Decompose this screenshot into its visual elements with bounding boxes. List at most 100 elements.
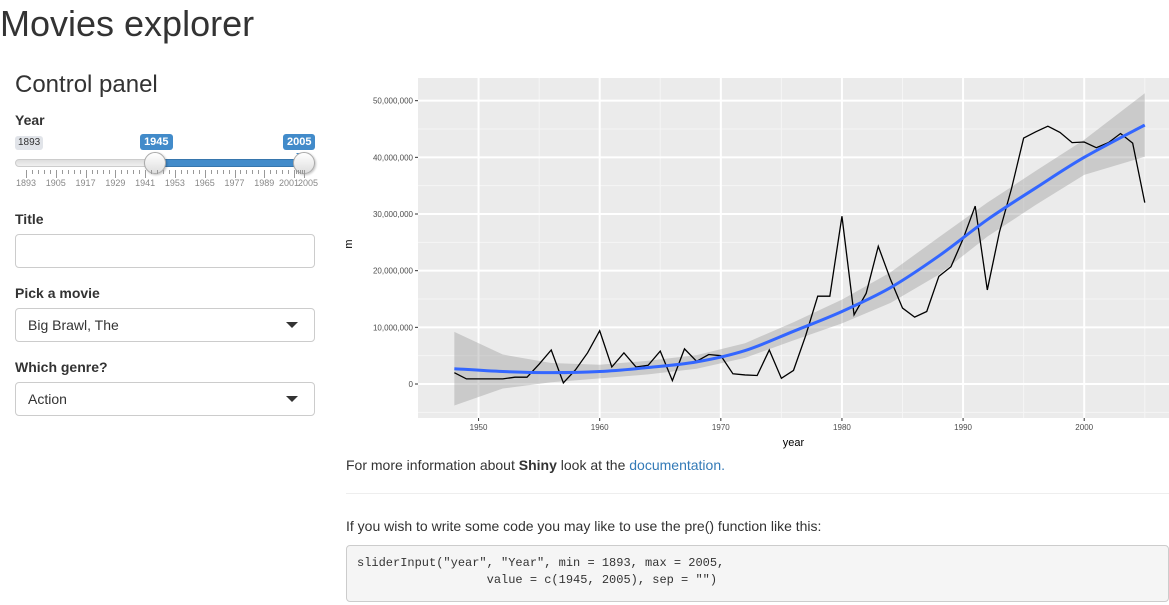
- y-tick-label: 40,000,000: [373, 153, 414, 162]
- slider-tick-label: 1893: [15, 178, 37, 188]
- slider-minor-tick: [252, 170, 254, 174]
- confidence-band: [454, 93, 1145, 406]
- code-intro: If you wish to write some code you may l…: [346, 518, 822, 534]
- slider-major-tick: [294, 170, 296, 178]
- x-axis-title: year: [783, 437, 805, 449]
- year-range-slider[interactable]: 1893 1945 2005 1893 1905 1917 1929 1941 1953 1…: [15, 132, 319, 192]
- slider-major-tick: [26, 170, 27, 178]
- slider-minor-tick: [103, 170, 105, 174]
- slider-minor-tick: [228, 170, 230, 174]
- info-middle: look at the: [556, 457, 630, 473]
- slider-tick-label: 1989: [254, 178, 275, 188]
- page-title: Movies explorer: [0, 3, 255, 44]
- slider-minor-tick: [246, 170, 248, 174]
- slider-minor-tick: [151, 170, 153, 174]
- y-tick-label: 0: [409, 380, 414, 389]
- slider-minor-tick: [97, 170, 99, 174]
- slider-minor-tick: [121, 170, 123, 174]
- slider-minor-tick: [298, 170, 300, 174]
- slider-tick-label: 1905: [45, 178, 66, 188]
- slider-major-tick: [145, 170, 147, 178]
- movies-plot: 1950 1960 1970 1980 1990 2000 0 10,000,000 20,00…: [346, 78, 1169, 449]
- y-tick-label: 30,000,000: [373, 210, 414, 219]
- slider-to-label: 2005: [283, 134, 316, 156]
- slider-grid: [15, 170, 315, 178]
- y-tick-label: 10,000,000: [373, 323, 414, 332]
- slider-major-tick: [204, 170, 206, 178]
- slider-minor-tick: [302, 170, 303, 174]
- x-tick-label: 2000: [1075, 423, 1093, 432]
- genre-label: Which genre?: [15, 359, 108, 375]
- slider-tick-label: 1929: [105, 178, 126, 188]
- slider-minor-tick: [168, 170, 170, 174]
- documentation-link[interactable]: documentation.: [629, 457, 725, 473]
- info-text: For more information about Shiny look at…: [346, 456, 725, 474]
- y-tick-label: 50,000,000: [373, 97, 414, 106]
- slider-minor-tick: [216, 170, 218, 174]
- slider-major-tick: [115, 170, 117, 178]
- slider-min-label: 1893: [15, 136, 44, 150]
- slider-minor-tick: [276, 170, 278, 174]
- movie-selected-value: Big Brawl, The: [28, 317, 119, 333]
- control-panel: Control panel Year 1893 1945 2005 1893 19…: [15, 70, 318, 416]
- slider-major-tick: [304, 170, 305, 178]
- slider-minor-tick: [180, 170, 182, 174]
- slider-major-tick: [85, 170, 87, 178]
- slider-tick-label: 2005: [297, 178, 319, 188]
- slider-major-tick: [234, 170, 236, 178]
- x-tick-label: 1990: [954, 423, 972, 432]
- slider-minor-tick: [288, 170, 290, 174]
- slider-minor-tick: [270, 170, 272, 174]
- slider-handle-from[interactable]: [144, 152, 167, 174]
- slider-tick-label: 1917: [75, 178, 96, 188]
- x-tick-label: 1960: [591, 423, 609, 432]
- slider-minor-tick: [37, 170, 39, 174]
- x-tick-label: 1950: [470, 423, 488, 432]
- code-block: sliderInput("year", "Year", min = 1893, …: [346, 545, 1169, 602]
- y-axis-title: m: [346, 239, 355, 248]
- slider-selected-bar[interactable]: [155, 159, 304, 167]
- slider-minor-tick: [258, 170, 260, 174]
- year-label: Year: [15, 112, 45, 128]
- slider-minor-tick: [296, 170, 298, 174]
- slider-minor-tick: [139, 170, 141, 174]
- slider-major-tick: [174, 170, 176, 178]
- slider-minor-tick: [157, 170, 159, 174]
- slider-tick-label: 1977: [224, 178, 245, 188]
- slider-minor-tick: [61, 170, 63, 174]
- info-prefix: For more information about: [346, 457, 519, 473]
- panel-title: Control panel: [15, 71, 158, 98]
- slider-major-tick: [264, 170, 266, 178]
- slider-minor-tick: [127, 170, 129, 174]
- y-tick-label: 20,000,000: [373, 267, 414, 276]
- slider-minor-tick: [91, 170, 93, 174]
- x-tick-label: 1980: [833, 423, 851, 432]
- slider-minor-tick: [282, 170, 284, 174]
- info-bold: Shiny: [518, 457, 557, 473]
- chevron-down-icon: [286, 396, 298, 402]
- slider-tick-label: 1965: [194, 178, 215, 188]
- genre-select[interactable]: Action: [15, 382, 315, 416]
- slider-minor-tick: [192, 170, 194, 174]
- slider-minor-tick: [240, 170, 242, 174]
- slider-tick-label: 2001: [279, 178, 300, 188]
- slider-minor-tick: [133, 170, 135, 174]
- slider-minor-tick: [163, 170, 164, 174]
- genre-selected-value: Action: [28, 391, 67, 407]
- slider-from-label: 1945: [140, 134, 173, 156]
- plot-panel: [418, 78, 1169, 418]
- title-input[interactable]: [15, 234, 315, 268]
- series-line-smooth: [454, 123, 1146, 375]
- slider-minor-tick: [222, 170, 224, 174]
- slider-minor-tick: [198, 170, 200, 174]
- movie-label: Pick a movie: [15, 285, 100, 301]
- movie-select[interactable]: Big Brawl, The: [15, 308, 315, 342]
- slider-tick-label: 1941: [135, 178, 156, 188]
- series-line-raw: [454, 125, 1146, 385]
- slider-minor-tick: [79, 170, 81, 174]
- slider-minor-tick: [67, 170, 69, 174]
- slider-minor-tick: [109, 170, 111, 174]
- slider-tick-label: 1953: [164, 178, 185, 188]
- slider-minor-tick: [43, 170, 45, 174]
- divider: [346, 493, 1169, 494]
